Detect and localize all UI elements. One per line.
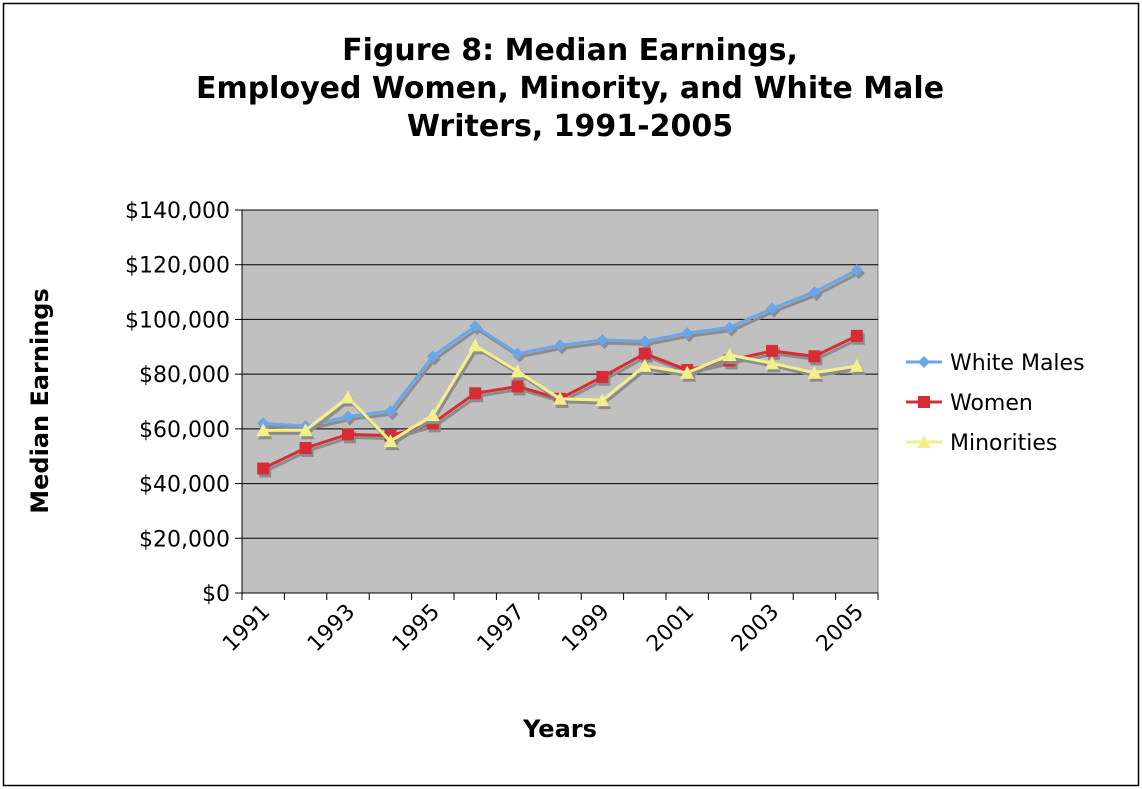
marker bbox=[638, 335, 651, 348]
marker bbox=[638, 347, 651, 360]
marker bbox=[257, 462, 270, 475]
marker bbox=[511, 380, 524, 393]
marker bbox=[917, 435, 931, 448]
marker bbox=[680, 365, 695, 379]
legend-label: Minorities bbox=[950, 431, 1057, 456]
y-tick-label: $100,000 bbox=[125, 308, 230, 333]
chart-title: Writers, 1991-2005 bbox=[407, 109, 733, 144]
marker bbox=[808, 350, 821, 363]
marker bbox=[681, 327, 694, 340]
marker bbox=[383, 434, 398, 448]
y-tick-label: $60,000 bbox=[139, 418, 230, 443]
marker bbox=[807, 365, 822, 379]
marker bbox=[849, 358, 864, 372]
marker bbox=[850, 329, 863, 342]
marker bbox=[510, 364, 525, 378]
marker bbox=[511, 347, 524, 360]
y-tick-label: $140,000 bbox=[125, 199, 230, 224]
marker bbox=[722, 347, 737, 361]
marker bbox=[637, 358, 652, 372]
marker bbox=[426, 350, 439, 363]
chart-title: Employed Women, Minority, and White Male bbox=[196, 71, 944, 106]
marker bbox=[384, 405, 397, 418]
legend-label: Women bbox=[950, 391, 1033, 416]
marker bbox=[299, 442, 312, 455]
marker bbox=[469, 320, 482, 333]
marker bbox=[918, 356, 930, 368]
marker bbox=[553, 391, 567, 405]
x-axis-title: Years bbox=[522, 715, 597, 743]
series bbox=[256, 338, 866, 451]
y-tick-label: $80,000 bbox=[139, 363, 230, 388]
marker bbox=[596, 333, 609, 346]
marker bbox=[596, 370, 609, 383]
y-axis-title: Median Earnings bbox=[26, 288, 54, 514]
marker bbox=[850, 264, 863, 277]
marker bbox=[342, 410, 354, 423]
marker bbox=[469, 387, 482, 400]
marker bbox=[554, 339, 566, 352]
marker bbox=[918, 396, 930, 408]
marker bbox=[808, 286, 821, 299]
chart-title: Figure 8: Median Earnings, bbox=[342, 33, 798, 68]
y-tick-label: $20,000 bbox=[139, 527, 230, 552]
marker bbox=[766, 344, 778, 357]
marker bbox=[765, 356, 779, 370]
y-tick-label: $40,000 bbox=[139, 473, 230, 498]
marker bbox=[425, 408, 440, 422]
y-tick-label: $120,000 bbox=[125, 254, 230, 279]
y-tick-label: $0 bbox=[202, 582, 230, 607]
marker bbox=[468, 338, 483, 352]
marker bbox=[342, 428, 354, 441]
marker bbox=[766, 302, 778, 315]
marker bbox=[256, 423, 271, 437]
legend-label: White Males bbox=[950, 351, 1085, 376]
marker bbox=[595, 393, 610, 407]
marker bbox=[341, 390, 355, 404]
marker bbox=[298, 423, 313, 437]
marker bbox=[723, 321, 736, 334]
